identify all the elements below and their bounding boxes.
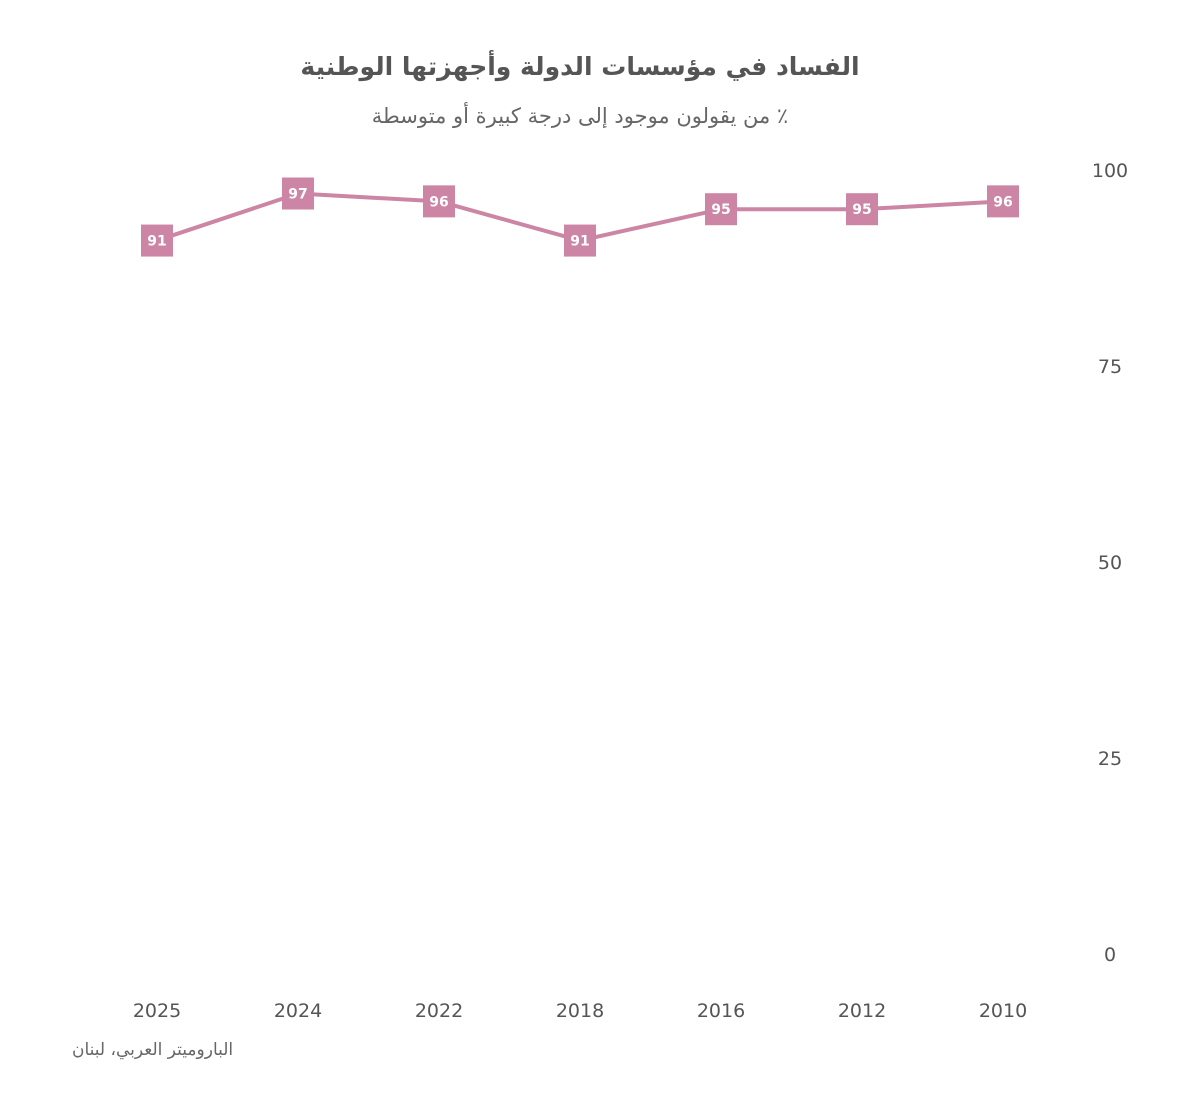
data-point-2025	[141, 224, 173, 257]
data-point-2012	[846, 193, 878, 226]
data-label-2024: 97	[288, 187, 307, 203]
x-tick-label-2012: 2012	[838, 1000, 886, 1022]
y-tick-label-75: 75	[1098, 356, 1122, 378]
x-tick-label-2010: 2010	[979, 1000, 1027, 1022]
y-tick-label-50: 50	[1098, 552, 1122, 574]
y-tick-label-25: 25	[1098, 748, 1122, 770]
x-tick-label-2018: 2018	[556, 1000, 604, 1022]
x-tick-label-2024: 2024	[274, 1000, 322, 1022]
data-label-2022: 96	[429, 194, 448, 210]
data-label-2016: 95	[711, 202, 730, 218]
x-tick-label-2016: 2016	[697, 1000, 745, 1022]
data-label-2010: 96	[993, 194, 1012, 210]
x-tick-label-2022: 2022	[415, 1000, 463, 1022]
data-label-2018: 91	[570, 234, 589, 250]
data-point-2010	[987, 185, 1019, 218]
x-tick-label-2025: 2025	[133, 1000, 181, 1022]
data-label-2012: 95	[852, 202, 871, 218]
data-point-2024	[282, 177, 314, 210]
data-point-2022	[423, 185, 455, 218]
data-point-2016	[705, 193, 737, 226]
y-tick-label-100: 100	[1092, 160, 1128, 182]
data-point-2018	[564, 224, 596, 257]
series-layer: 91 97 96 91 95 95 96	[141, 177, 1019, 257]
y-axis: 0 25 50 75 100	[1092, 160, 1128, 966]
y-tick-label-0: 0	[1104, 944, 1116, 966]
chart-title: الفساد في مؤسسات الدولة وأجهزتها الوطنية	[300, 52, 860, 81]
chart-subtitle: ٪ من يقولون موجود إلى درجة كبيرة أو متوس…	[371, 104, 789, 128]
x-axis: 2025 2024 2022 2018 2016 2012 2010	[133, 1000, 1027, 1022]
chart-source: الباروميتر العربي، لبنان	[72, 1040, 234, 1060]
data-label-2025: 91	[147, 234, 166, 250]
